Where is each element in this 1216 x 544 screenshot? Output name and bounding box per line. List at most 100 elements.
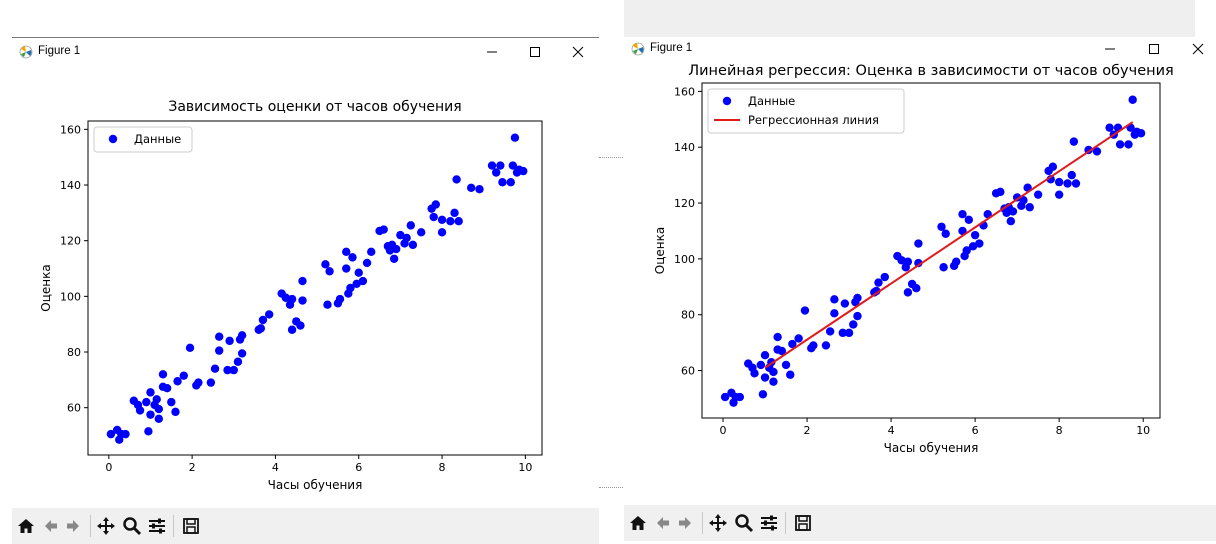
matplotlib-logo-icon xyxy=(19,45,33,59)
figure-window-right: Figure 1 Линейная регрессия: Оценка в за… xyxy=(624,0,1216,543)
legend: Данные Регрессионная линия xyxy=(707,88,905,134)
data-point xyxy=(821,341,831,350)
data-point xyxy=(830,295,839,304)
data-point xyxy=(454,217,463,226)
data-point xyxy=(408,240,418,250)
x-tick-label: 6 xyxy=(355,461,362,474)
x-tick-label: 4 xyxy=(888,424,895,437)
data-point xyxy=(914,258,923,268)
home-icon[interactable] xyxy=(16,516,36,536)
data-point xyxy=(786,370,795,379)
data-point xyxy=(298,276,307,286)
y-tick-label: 100 xyxy=(674,253,695,266)
zoom-icon[interactable] xyxy=(122,516,142,536)
back-icon[interactable] xyxy=(652,513,672,533)
title-bar: Figure 1 xyxy=(12,41,599,65)
minimize-button[interactable] xyxy=(1100,40,1120,58)
pan-icon[interactable] xyxy=(708,513,728,533)
y-tick-label: 140 xyxy=(674,141,695,154)
data-point xyxy=(402,233,411,243)
data-point xyxy=(1069,137,1079,146)
data-point xyxy=(431,200,440,209)
data-point xyxy=(1054,190,1064,199)
data-point xyxy=(800,306,810,315)
data-point xyxy=(392,244,401,254)
data-point xyxy=(1105,123,1114,132)
data-point xyxy=(210,364,220,373)
data-point xyxy=(106,429,116,439)
window-title: Figure 1 xyxy=(650,42,693,54)
data-point xyxy=(838,328,847,338)
legend-label: Данные xyxy=(748,94,795,108)
data-point xyxy=(417,228,426,237)
back-icon[interactable] xyxy=(40,516,60,536)
home-icon[interactable] xyxy=(628,513,648,533)
maximize-button[interactable] xyxy=(1144,40,1164,58)
data-point xyxy=(912,283,921,293)
data-point xyxy=(323,300,332,309)
plot-area: Зависимость оценки от часов обучения 0 2 4 6… xyxy=(39,99,543,492)
data-point xyxy=(171,407,180,417)
data-point xyxy=(781,360,791,370)
zoom-icon[interactable] xyxy=(734,513,754,533)
data-point xyxy=(206,378,216,387)
data-point xyxy=(446,217,455,226)
y-tick-label: 140 xyxy=(60,179,81,192)
data-point xyxy=(258,315,268,325)
data-point xyxy=(1124,140,1133,149)
x-tick-label: 2 xyxy=(189,461,196,474)
legend: Данные xyxy=(93,126,193,153)
x-tick-label: 0 xyxy=(720,424,727,437)
toolbar-separator xyxy=(173,515,174,537)
data-point xyxy=(794,334,803,343)
data-point xyxy=(367,247,376,257)
data-point xyxy=(769,377,778,386)
close-button[interactable] xyxy=(568,43,588,61)
data-point xyxy=(1008,207,1018,216)
minimize-button[interactable] xyxy=(482,43,502,61)
configure-icon[interactable] xyxy=(759,513,779,533)
configure-icon[interactable] xyxy=(147,516,167,536)
pan-icon[interactable] xyxy=(96,516,116,536)
data-point xyxy=(1033,190,1043,199)
data-point xyxy=(756,360,766,370)
legend-box xyxy=(707,88,905,134)
forward-icon[interactable] xyxy=(64,516,84,536)
data-point xyxy=(510,133,520,142)
data-point xyxy=(1071,179,1081,188)
data-point xyxy=(760,373,770,382)
data-point xyxy=(720,392,730,402)
data-point xyxy=(1067,170,1076,180)
y-tick-label: 160 xyxy=(674,85,695,98)
data-point xyxy=(223,365,232,375)
navigation-toolbar xyxy=(12,508,599,544)
y-tick-label: 160 xyxy=(60,123,81,136)
data-point xyxy=(809,341,818,350)
data-point xyxy=(996,187,1005,197)
forward-icon[interactable] xyxy=(676,513,696,533)
y-tick-label: 100 xyxy=(60,290,81,303)
y-tick-label: 80 xyxy=(681,309,695,322)
data-point xyxy=(830,309,839,318)
data-point xyxy=(968,242,978,251)
y-axis-label: Оценка xyxy=(653,227,667,274)
data-point xyxy=(167,397,176,407)
data-point xyxy=(840,299,850,308)
data-point xyxy=(215,332,224,341)
data-point xyxy=(1019,196,1028,205)
x-axis-label: Часы обучения xyxy=(268,478,363,492)
data-point xyxy=(903,257,913,266)
divider-line xyxy=(599,487,625,488)
close-button[interactable] xyxy=(1188,40,1208,58)
data-point xyxy=(346,283,355,293)
data-point xyxy=(296,321,305,330)
save-icon[interactable] xyxy=(793,513,813,533)
toolbar-separator xyxy=(90,515,91,537)
data-point xyxy=(179,371,188,380)
data-point xyxy=(769,367,778,377)
data-point xyxy=(498,178,507,187)
data-point xyxy=(229,365,238,375)
maximize-button[interactable] xyxy=(525,43,545,61)
save-icon[interactable] xyxy=(181,516,201,536)
data-point xyxy=(735,392,745,402)
